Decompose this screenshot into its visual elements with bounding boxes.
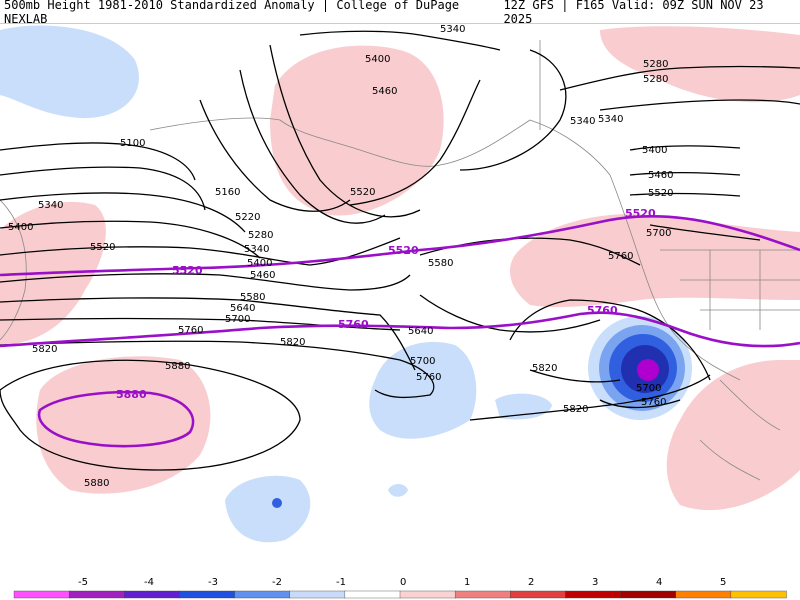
colorbar-tick: 4 bbox=[656, 577, 662, 588]
contour-label: 5100 bbox=[120, 138, 145, 149]
pos-anomaly-northeast bbox=[600, 26, 800, 103]
purple-label: 5760 bbox=[587, 304, 618, 317]
colorbar-tick: 5 bbox=[720, 577, 726, 588]
contour-label: 5880 bbox=[165, 361, 190, 372]
contour-label: 5640 bbox=[230, 303, 255, 314]
purple-label: 5760 bbox=[338, 318, 369, 331]
colorbar-swatch bbox=[234, 590, 291, 599]
contour-label: 5400 bbox=[247, 258, 272, 269]
colorbar-swatch bbox=[675, 590, 732, 599]
colorbar-swatch bbox=[454, 590, 511, 599]
contour-label: 5340 bbox=[244, 244, 269, 255]
colorbar-swatch bbox=[344, 590, 401, 599]
contour-label: 5580 bbox=[428, 258, 453, 269]
contour-label: 5460 bbox=[648, 170, 673, 181]
header-left-title: 500mb Height 1981-2010 Standardized Anom… bbox=[4, 0, 460, 26]
contour-label: 5160 bbox=[215, 187, 240, 198]
weather-map: 5340 5280 5280 5400 5460 5100 5340 5340 … bbox=[0, 24, 800, 543]
colorbar-swatch bbox=[68, 590, 125, 599]
low-ring-5 bbox=[637, 359, 659, 381]
neg-anomaly-dot-south bbox=[272, 498, 282, 508]
pos-anomaly-mexico bbox=[666, 360, 800, 511]
colorbar-tick: -4 bbox=[144, 577, 154, 588]
contour-label: 5640 bbox=[408, 326, 433, 337]
contour-label: 5340 bbox=[598, 114, 623, 125]
contour-label: 5340 bbox=[570, 116, 595, 127]
contour-label: 5820 bbox=[563, 404, 588, 415]
colorbar-tick: -1 bbox=[336, 577, 346, 588]
purple-label: 5520 bbox=[625, 207, 656, 220]
colorbar-swatch bbox=[620, 590, 677, 599]
colorbar-swatch bbox=[13, 590, 70, 599]
colorbar-tick: -2 bbox=[272, 577, 282, 588]
neg-anomaly-small-south bbox=[388, 484, 408, 497]
purple-contour-labels: 5520 5520 5520 5760 5760 5880 bbox=[116, 207, 656, 401]
contour-label: 5340 bbox=[440, 24, 465, 35]
colorbar-swatch bbox=[179, 590, 236, 599]
pos-anomaly-east-pacific bbox=[510, 214, 800, 308]
coastlines bbox=[0, 40, 800, 481]
colorbar-tick: 0 bbox=[400, 577, 406, 588]
pos-anomaly-subtropics bbox=[36, 356, 211, 494]
contour-label: 5280 bbox=[643, 74, 668, 85]
contour-label: 5700 bbox=[410, 356, 435, 367]
colorbar-tick: 2 bbox=[528, 577, 534, 588]
map-header: 500mb Height 1981-2010 Standardized Anom… bbox=[0, 0, 800, 26]
contour-label: 5340 bbox=[38, 200, 63, 211]
colorbar-swatches bbox=[13, 590, 787, 599]
colorbar-tick: 1 bbox=[464, 577, 470, 588]
header-right-title: 12Z GFS | F165 Valid: 09Z SUN NOV 23 202… bbox=[503, 0, 764, 26]
anomaly-colorbar: -5 -4 -3 -2 -1 0 1 2 3 4 5 bbox=[0, 574, 800, 600]
contour-label: 5520 bbox=[648, 188, 673, 199]
contour-label: 5280 bbox=[643, 59, 668, 70]
colorbar-swatch bbox=[289, 590, 346, 599]
pos-anomaly-alaska bbox=[270, 45, 444, 216]
purple-5760-line bbox=[0, 311, 800, 348]
contour-label: 5220 bbox=[235, 212, 260, 223]
anomaly-shading bbox=[0, 25, 800, 543]
purple-label: 5520 bbox=[172, 264, 203, 277]
contour-label: 5580 bbox=[240, 292, 265, 303]
contour-label: 5400 bbox=[8, 222, 33, 233]
colorbar-swatch bbox=[399, 590, 456, 599]
colorbar-ticks: -5 -4 -3 -2 -1 0 1 2 3 4 5 bbox=[78, 577, 726, 588]
colorbar-tick: -5 bbox=[78, 577, 88, 588]
colorbar-swatch bbox=[565, 590, 622, 599]
contour-label: 5760 bbox=[641, 397, 666, 408]
purple-contours bbox=[0, 214, 800, 448]
contour-label: 5880 bbox=[84, 478, 109, 489]
contour-label: 5400 bbox=[642, 145, 667, 156]
purple-5520-line bbox=[0, 214, 800, 277]
contour-label: 5700 bbox=[646, 228, 671, 239]
contour-label: 5820 bbox=[280, 337, 305, 348]
black-contour-labels: 5340 5280 5280 5400 5460 5100 5340 5340 … bbox=[8, 24, 673, 489]
purple-5880-loop bbox=[37, 390, 195, 448]
contour-label: 5460 bbox=[250, 270, 275, 281]
contour-label: 5700 bbox=[225, 314, 250, 325]
contour-label: 5700 bbox=[636, 383, 661, 394]
contour-label: 5820 bbox=[532, 363, 557, 374]
colorbar-tick: -3 bbox=[208, 577, 218, 588]
contour-label: 5760 bbox=[416, 372, 441, 383]
contour-label: 5460 bbox=[372, 86, 397, 97]
contour-label: 5760 bbox=[608, 251, 633, 262]
contour-label: 5760 bbox=[178, 325, 203, 336]
neg-anomaly-hawaii bbox=[369, 341, 477, 439]
contour-label: 5400 bbox=[365, 54, 390, 65]
colorbar-tick: 3 bbox=[592, 577, 598, 588]
neg-anomaly-south bbox=[225, 475, 311, 543]
neg-anomaly-small bbox=[495, 393, 552, 420]
contour-label: 5520 bbox=[350, 187, 375, 198]
purple-label: 5520 bbox=[388, 244, 419, 257]
contour-label: 5520 bbox=[90, 242, 115, 253]
purple-label: 5880 bbox=[116, 388, 147, 401]
neg-anomaly-northwest bbox=[0, 25, 139, 119]
colorbar-swatch bbox=[510, 590, 567, 599]
contour-label: 5820 bbox=[32, 344, 57, 355]
colorbar-swatch bbox=[124, 590, 181, 599]
contour-label: 5280 bbox=[248, 230, 273, 241]
colorbar-swatch bbox=[730, 590, 787, 599]
